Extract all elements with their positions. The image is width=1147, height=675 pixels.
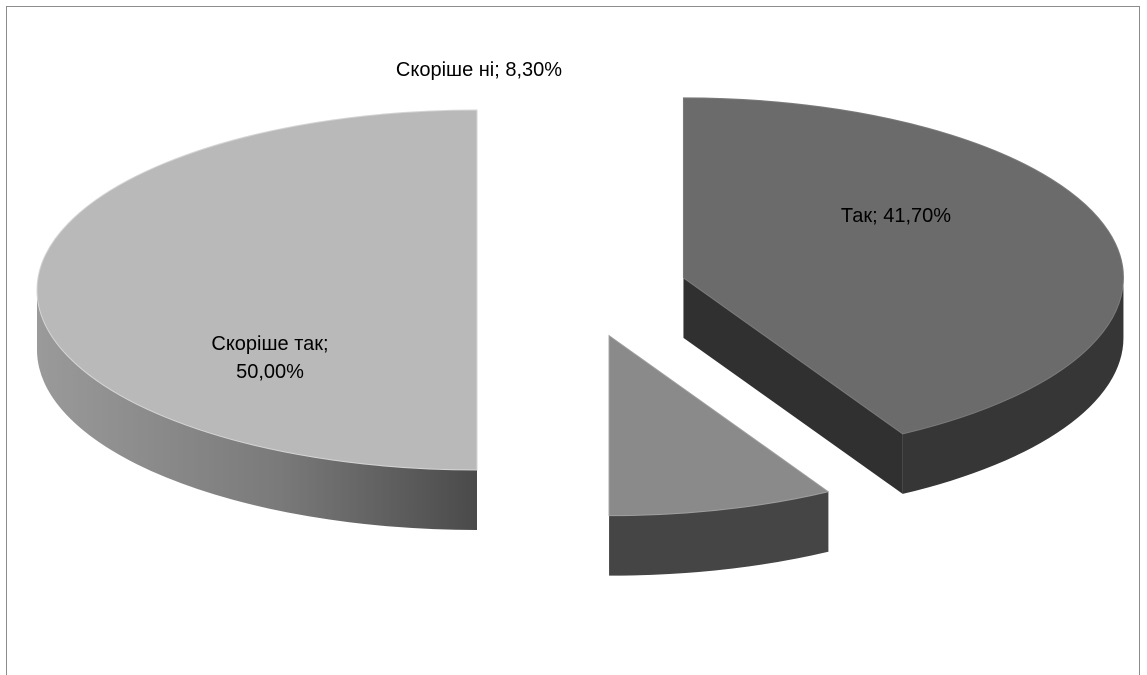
data-label-0: Так; 41,70%: [841, 205, 951, 227]
slice-side-1: [609, 491, 829, 576]
slice-side-0: [902, 277, 1124, 494]
slice-side-2: [37, 290, 477, 530]
pie-slice-1: [608, 334, 830, 576]
slice-wall-0-1: [683, 277, 903, 494]
slice-top-1: [608, 334, 830, 517]
data-label-1: Скоріше ні; 8,30%: [396, 59, 562, 81]
pie-slice-2: [36, 109, 478, 530]
slice-top-0: [682, 97, 1124, 435]
pie-slice-0: [682, 97, 1124, 494]
data-label-2: Скоріше так; 50,00%: [211, 333, 328, 383]
slice-top-2: [36, 109, 478, 471]
